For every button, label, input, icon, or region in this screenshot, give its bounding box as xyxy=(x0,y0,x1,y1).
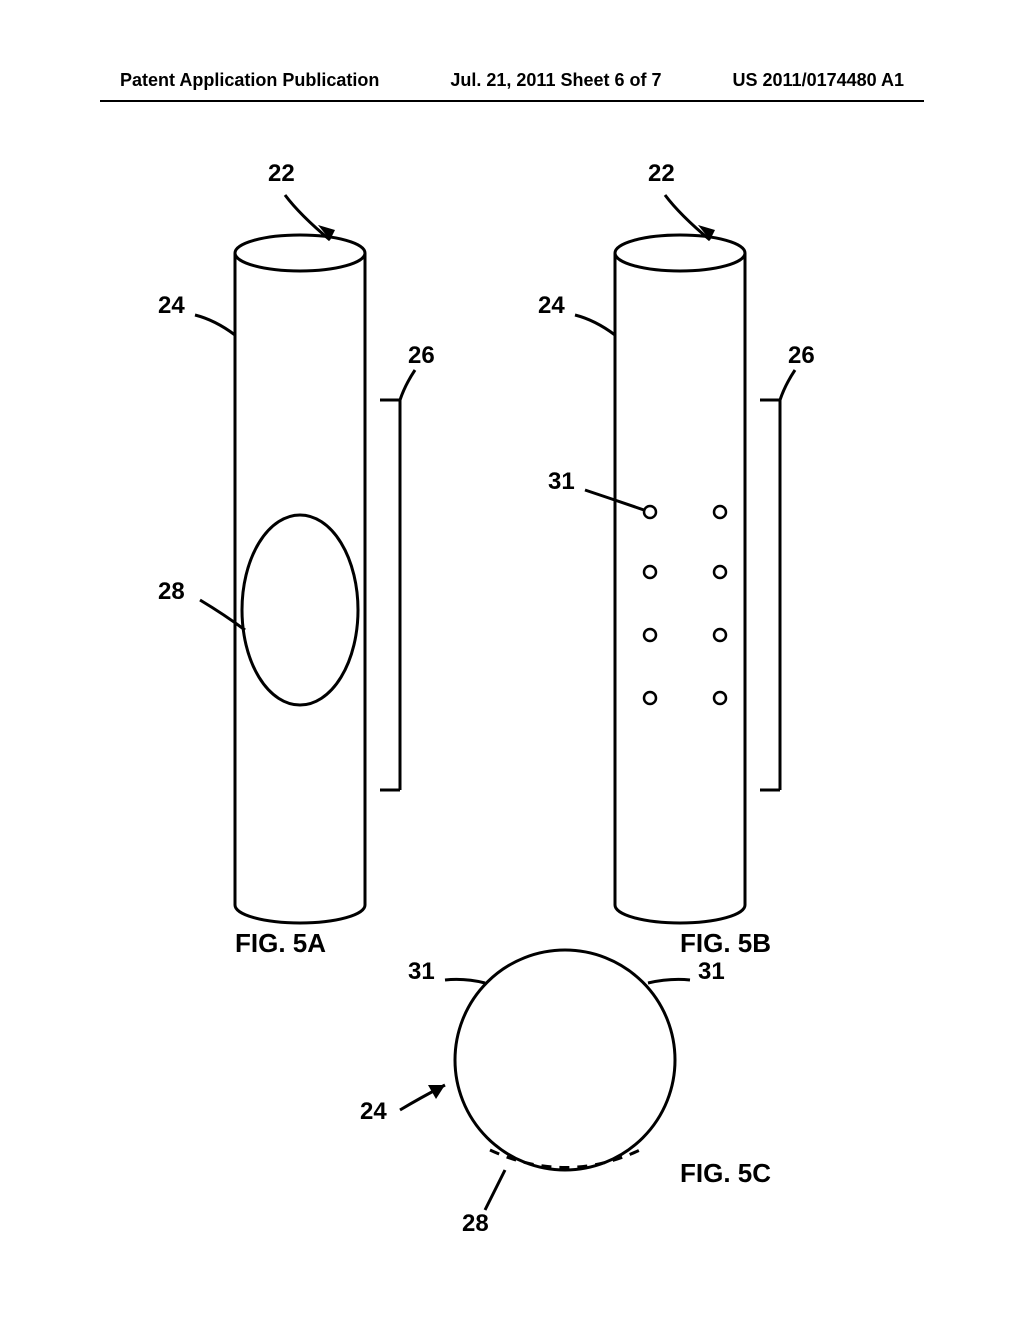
fig5a-ref-22: 22 xyxy=(268,160,295,188)
fig5b-label: FIG. 5B xyxy=(680,928,771,959)
header-rule xyxy=(100,100,924,102)
fig5c-dashed-arc xyxy=(490,1150,640,1168)
fig5a-opening xyxy=(242,515,358,705)
fig5c-leader-31-right xyxy=(648,979,690,983)
fig5c-ref-24: 24 xyxy=(360,1098,387,1126)
fig5a-leader-22 xyxy=(285,195,335,240)
fig5c-leader-24 xyxy=(400,1085,445,1110)
fig5a-leader-26 xyxy=(400,370,415,400)
fig5b-ref-31: 31 xyxy=(548,468,575,496)
fig5a-ref-24: 24 xyxy=(158,292,185,320)
fig5a-cylinder xyxy=(235,235,365,923)
fig5a-ref-28: 28 xyxy=(158,578,185,606)
fig5a-ref-26: 26 xyxy=(408,342,435,370)
header-right: US 2011/0174480 A1 xyxy=(733,70,904,91)
fig5c-leader-28 xyxy=(485,1170,505,1210)
fig5c-ref-31-right: 31 xyxy=(698,958,725,986)
header-center: Jul. 21, 2011 Sheet 6 of 7 xyxy=(450,70,661,91)
fig5c-leader-31-left xyxy=(445,979,485,983)
fig5c-label: FIG. 5C xyxy=(680,1158,771,1189)
fig5a-bracket xyxy=(380,400,400,790)
fig5b-holes xyxy=(644,506,726,704)
fig5a-leader-24 xyxy=(195,315,235,335)
fig5b-leader-26 xyxy=(780,370,795,400)
page-header: Patent Application Publication Jul. 21, … xyxy=(0,70,1024,91)
fig5b-leader-22 xyxy=(665,195,715,240)
fig5a-label: FIG. 5A xyxy=(235,928,326,959)
fig5b-cylinder xyxy=(615,235,745,923)
fig5b-ref-24: 24 xyxy=(538,292,565,320)
fig5b-ref-22: 22 xyxy=(648,160,675,188)
fig5a-leader-28 xyxy=(200,600,245,630)
fig5c-circle xyxy=(455,950,675,1170)
fig5c-ref-28: 28 xyxy=(462,1210,489,1238)
header-left: Patent Application Publication xyxy=(120,70,379,91)
patent-drawing-svg xyxy=(0,140,1024,1290)
figure-area: 22 24 26 28 FIG. 5A 22 24 26 31 FIG. 5B … xyxy=(0,140,1024,1290)
fig5b-ref-26: 26 xyxy=(788,342,815,370)
fig5b-bracket xyxy=(760,400,780,790)
fig5b-leader-24 xyxy=(575,315,615,335)
fig5c-ref-31-left: 31 xyxy=(408,958,435,986)
